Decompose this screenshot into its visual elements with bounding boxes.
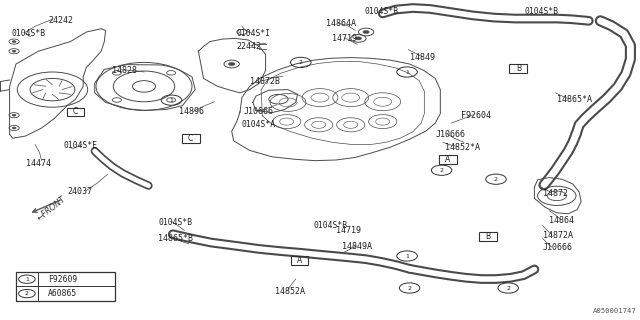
Text: 0104S*B: 0104S*B — [12, 29, 45, 38]
Text: 24242: 24242 — [48, 16, 73, 25]
Circle shape — [12, 127, 16, 129]
Text: 2: 2 — [506, 285, 510, 291]
Text: 14872B: 14872B — [250, 77, 280, 86]
Text: 14852A: 14852A — [275, 287, 305, 296]
Text: 14872A: 14872A — [543, 231, 573, 240]
Text: 14719: 14719 — [336, 226, 361, 235]
Text: 14865*A: 14865*A — [557, 95, 592, 104]
Text: 0104S*A: 0104S*A — [242, 120, 276, 129]
Text: 0104S*B: 0104S*B — [365, 7, 399, 16]
Text: 14828: 14828 — [112, 66, 137, 75]
Text: A: A — [297, 256, 302, 265]
Text: A050001747: A050001747 — [593, 308, 637, 314]
Text: C: C — [188, 134, 193, 143]
Text: J10666: J10666 — [543, 244, 573, 252]
Text: 0104S*B: 0104S*B — [525, 7, 559, 16]
Text: 14849A: 14849A — [342, 242, 372, 251]
Text: 0104S*I: 0104S*I — [237, 29, 271, 38]
Text: ←FRONT: ←FRONT — [35, 195, 67, 223]
Circle shape — [355, 37, 362, 40]
Circle shape — [12, 114, 16, 116]
Text: F92609: F92609 — [48, 275, 77, 284]
Text: 14896: 14896 — [179, 108, 204, 116]
Text: 2: 2 — [440, 168, 444, 173]
Text: 14474: 14474 — [26, 159, 51, 168]
Text: 0104S*E: 0104S*E — [64, 141, 98, 150]
Text: 14849: 14849 — [410, 53, 435, 62]
Text: 1: 1 — [405, 69, 409, 75]
Text: B: B — [516, 64, 521, 73]
Text: B: B — [485, 232, 490, 241]
Text: 22442: 22442 — [237, 42, 262, 51]
Text: J10666: J10666 — [243, 108, 273, 116]
Text: 1: 1 — [25, 277, 29, 282]
Text: A: A — [445, 155, 451, 164]
Text: 0104S*B: 0104S*B — [158, 218, 192, 227]
Text: 2: 2 — [299, 60, 303, 65]
Circle shape — [12, 41, 16, 43]
Text: J10666: J10666 — [435, 130, 465, 139]
Text: 14719: 14719 — [332, 34, 356, 43]
Circle shape — [12, 50, 16, 52]
Text: 14852*A: 14852*A — [445, 143, 480, 152]
Circle shape — [363, 30, 369, 34]
Text: 2: 2 — [25, 291, 29, 296]
Circle shape — [228, 62, 235, 66]
Text: 0104S*B: 0104S*B — [314, 221, 348, 230]
Text: C: C — [73, 108, 78, 116]
Text: 14872: 14872 — [543, 189, 568, 198]
Text: 14864A: 14864A — [326, 20, 356, 28]
Text: 1: 1 — [405, 253, 409, 259]
Text: F92604: F92604 — [461, 111, 491, 120]
Text: A60865: A60865 — [48, 289, 77, 298]
Text: 24037: 24037 — [67, 188, 92, 196]
Text: 2: 2 — [494, 177, 498, 182]
Text: 2: 2 — [408, 285, 412, 291]
Text: 1: 1 — [170, 98, 173, 103]
Text: 14865*B: 14865*B — [158, 234, 193, 243]
Text: 14864: 14864 — [549, 216, 574, 225]
